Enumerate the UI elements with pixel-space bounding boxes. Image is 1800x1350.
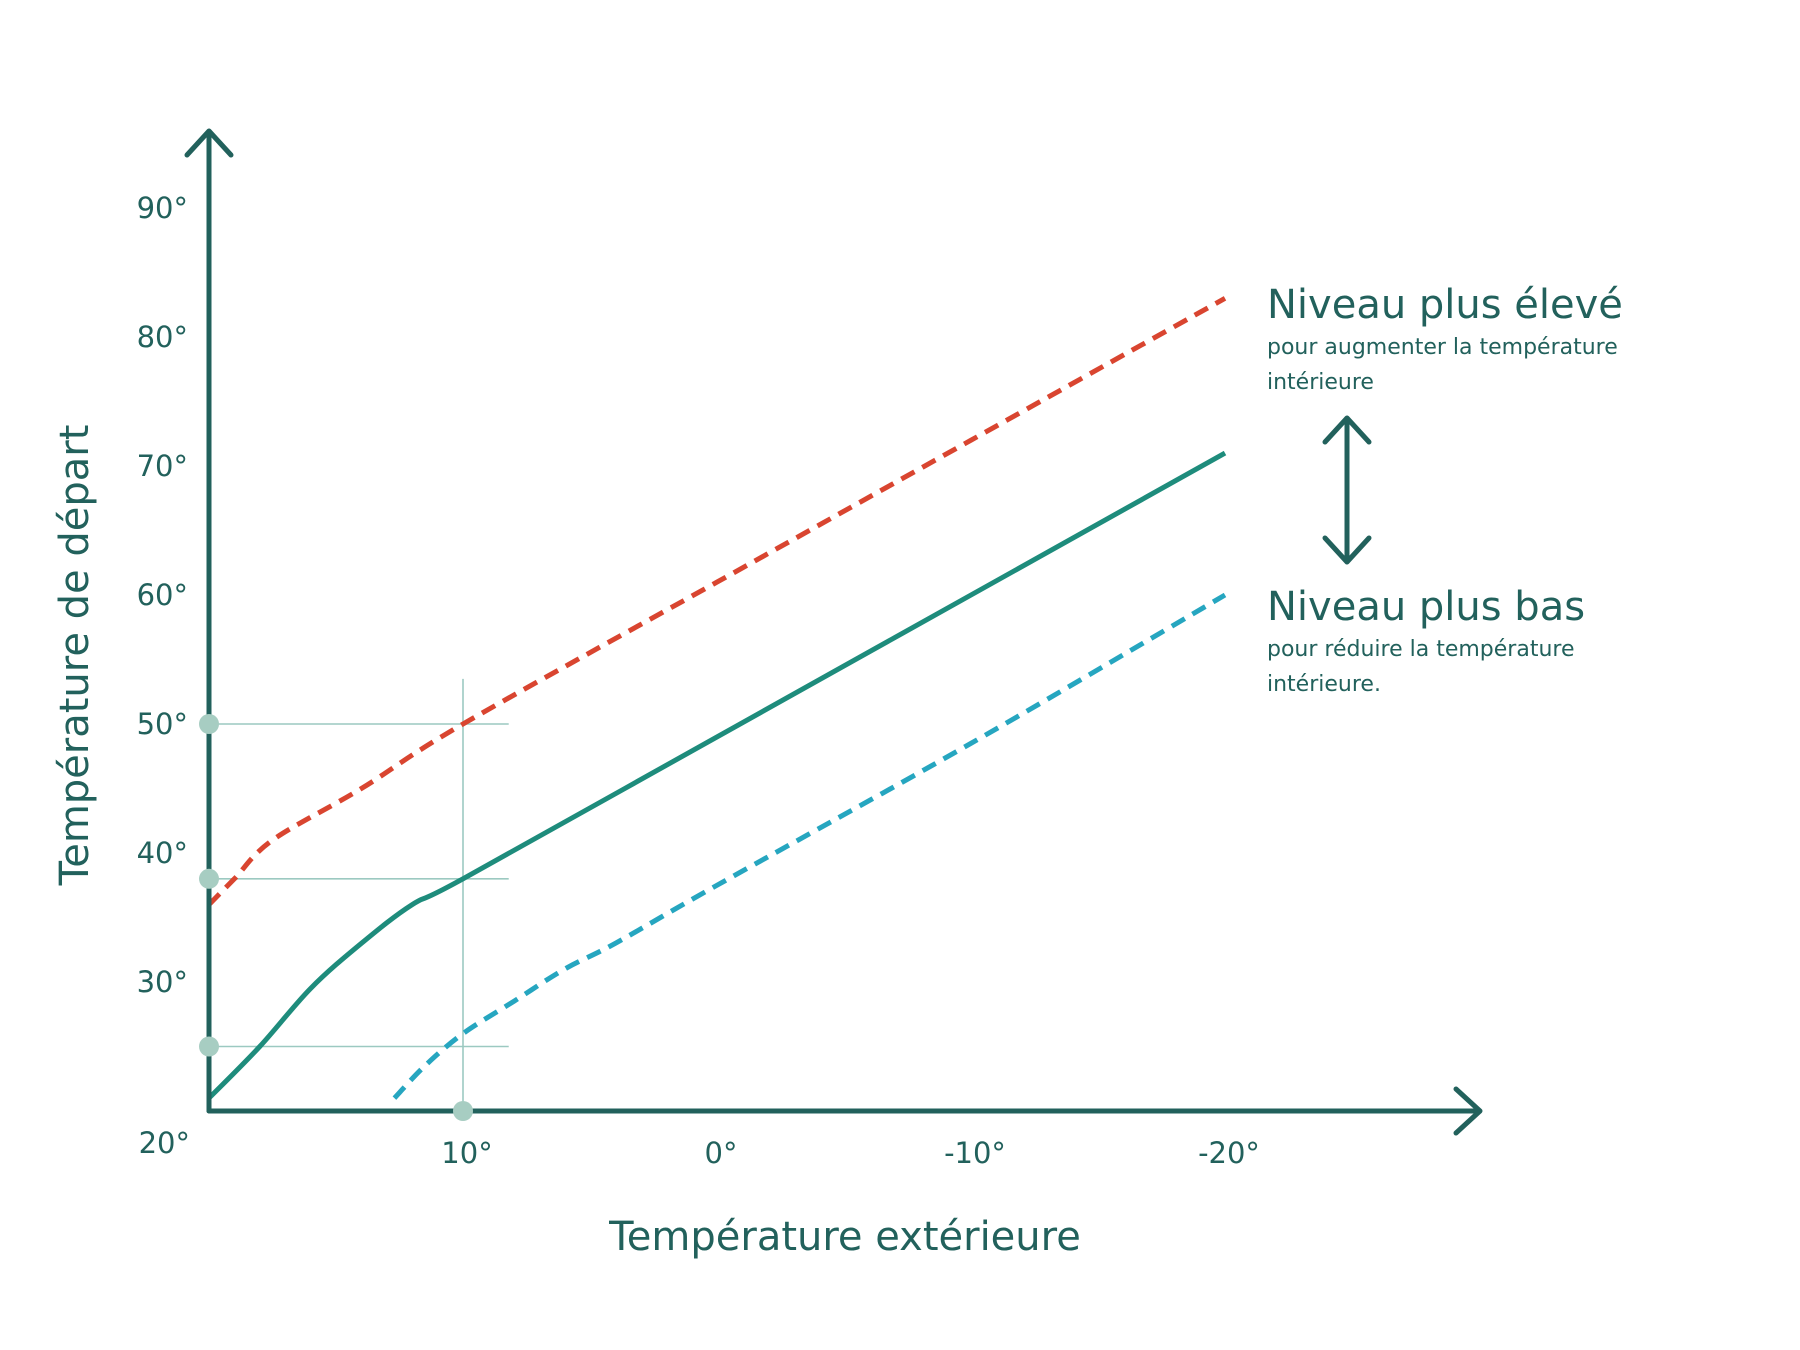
annotation-low-subtitle-line-1: pour réduire la température (1267, 637, 1574, 662)
series-line-2 (392, 592, 1227, 1100)
y-tick-label-3: 60° (137, 578, 188, 612)
reference-lines (209, 678, 509, 1111)
y-tick-label-5: 80° (137, 320, 188, 354)
x-tick-label-1: 10° (441, 1136, 492, 1170)
x-tick-label-3: -10° (944, 1136, 1006, 1170)
annotation-low-subtitle-line-2: intérieure. (1267, 672, 1381, 697)
y-tick-label-6: 90° (137, 191, 188, 225)
series-line-1 (207, 450, 1227, 1100)
y-tick-label-4: 70° (137, 449, 188, 483)
axes (184, 128, 1483, 1136)
marker-1 (199, 868, 219, 889)
series-lines (207, 296, 1227, 1100)
y-axis-label: Température de départ (52, 425, 98, 887)
x-tick-label-2: 0° (705, 1136, 738, 1170)
annotation-high-subtitle-line-2: intérieure (1267, 370, 1374, 395)
annotation-high: Niveau plus élevé pour augmenter la temp… (1267, 282, 1623, 395)
annotation-high-title: Niveau plus élevé (1267, 282, 1623, 328)
series-line-0 (207, 296, 1227, 907)
x-axis-label: Température extérieure (608, 1214, 1081, 1260)
x-tick-label-0: 20° (139, 1126, 190, 1160)
y-tick-label-0: 30° (137, 965, 188, 999)
x-tick-label-4: -20° (1198, 1136, 1260, 1170)
y-axis-arrow-icon (184, 128, 234, 158)
marker-2 (199, 1036, 219, 1057)
marker-0 (199, 714, 219, 734)
y-tick-label-1: 40° (137, 836, 188, 870)
x-axis-arrow-icon (1453, 1086, 1483, 1136)
annotation-high-subtitle-line-1: pour augmenter la température (1267, 335, 1618, 360)
vertical-double-arrow-icon (1322, 415, 1372, 565)
annotation-low-title: Niveau plus bas (1267, 584, 1585, 630)
marker-3 (453, 1101, 473, 1121)
annotation-low: Niveau plus bas pour réduire la températ… (1267, 584, 1585, 697)
markers (199, 714, 473, 1121)
tick-labels: 30° 40° 50° 60° 70° 80° 90° 20° 10° 0° -10° -20° (137, 191, 1260, 1170)
y-tick-label-2: 50° (137, 707, 188, 741)
